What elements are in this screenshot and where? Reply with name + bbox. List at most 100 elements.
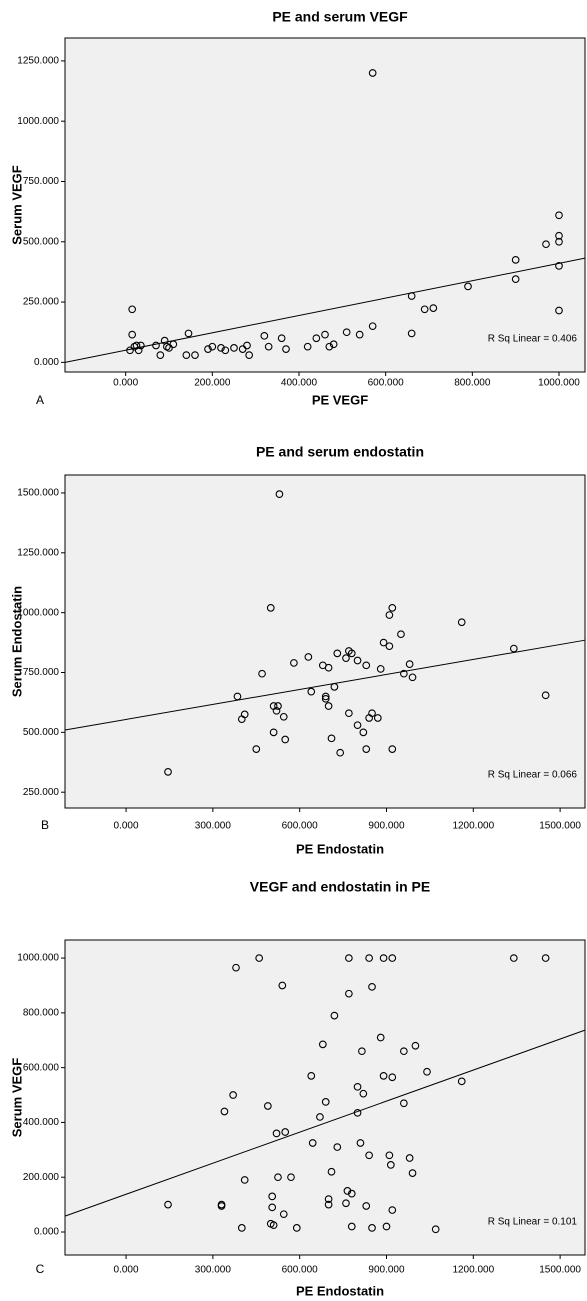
annotation: R Sq Linear = 0.066 xyxy=(488,770,578,781)
x-tick-label: 0.000 xyxy=(113,378,138,389)
point xyxy=(266,604,275,612)
point xyxy=(347,649,356,658)
x-tick-label: 0.000 xyxy=(114,1265,139,1276)
x-tick-label: 400.000 xyxy=(281,378,318,389)
point xyxy=(379,1072,388,1080)
point xyxy=(407,329,416,338)
point xyxy=(376,665,385,673)
point xyxy=(229,1091,237,1099)
point xyxy=(542,240,550,249)
panel-label: A xyxy=(36,393,44,407)
point xyxy=(169,340,178,349)
point xyxy=(217,344,225,352)
chart-title: PE and serum VEGF xyxy=(272,9,408,25)
point xyxy=(382,1222,391,1231)
point xyxy=(128,305,137,314)
point xyxy=(269,1221,278,1229)
point xyxy=(407,292,416,300)
point xyxy=(204,345,212,353)
point xyxy=(272,1129,281,1138)
point xyxy=(385,1151,394,1160)
y-axis-title: Serum VEGF xyxy=(9,1058,24,1138)
point xyxy=(264,342,273,351)
x-tick-label: 900.000 xyxy=(368,1265,405,1276)
point xyxy=(411,1041,420,1050)
point xyxy=(386,1161,395,1169)
point xyxy=(400,1047,408,1056)
point xyxy=(240,710,249,719)
point xyxy=(324,663,333,672)
point xyxy=(304,653,313,661)
point xyxy=(321,1098,330,1106)
point xyxy=(278,981,287,990)
point xyxy=(355,330,364,339)
y-tick-label: 1000.000 xyxy=(17,116,59,127)
point xyxy=(221,346,230,355)
point xyxy=(555,306,563,315)
point xyxy=(321,694,330,703)
point xyxy=(134,346,143,355)
point xyxy=(164,768,172,776)
x-tick-label: 1200.000 xyxy=(452,821,494,832)
chart-title: PE and serum endostatin xyxy=(256,444,424,460)
point xyxy=(359,728,368,737)
point xyxy=(345,989,353,998)
x-tick-label: 200.000 xyxy=(194,378,231,389)
point xyxy=(237,1224,246,1232)
plot-area xyxy=(64,37,586,373)
point xyxy=(164,1200,172,1209)
y-tick-label: 200.000 xyxy=(23,1172,60,1183)
point xyxy=(132,341,141,350)
chart-title: VEGF and endostatin in PE xyxy=(250,879,430,895)
point xyxy=(368,1224,376,1232)
point xyxy=(333,1143,342,1151)
point xyxy=(287,1173,295,1182)
point xyxy=(184,329,193,338)
point xyxy=(397,630,405,639)
point xyxy=(509,954,518,962)
point xyxy=(318,1040,327,1049)
plot-area xyxy=(64,939,586,1256)
y-tick-label: 0.000 xyxy=(34,357,59,368)
point xyxy=(281,735,290,744)
point xyxy=(379,638,388,647)
point xyxy=(541,691,550,700)
point xyxy=(258,669,266,678)
point xyxy=(420,305,429,314)
point xyxy=(342,328,351,337)
point xyxy=(347,1189,356,1198)
point xyxy=(373,714,382,722)
point xyxy=(316,1113,324,1121)
point xyxy=(268,1192,277,1201)
point xyxy=(342,1199,350,1208)
x-tick-label: 600.000 xyxy=(282,821,319,832)
point xyxy=(324,702,333,710)
y-tick-label: 1000.000 xyxy=(17,953,59,964)
point xyxy=(388,745,397,753)
point xyxy=(359,1089,368,1098)
annotation: R Sq Linear = 0.101 xyxy=(488,1217,578,1228)
x-tick-label: 900.000 xyxy=(368,821,405,832)
point xyxy=(324,1195,333,1203)
point xyxy=(509,644,518,653)
point xyxy=(263,1102,272,1110)
fit-line xyxy=(64,257,586,363)
y-tick-label: 750.000 xyxy=(23,176,60,187)
x-axis-title: PE VEGF xyxy=(312,392,368,407)
point xyxy=(365,1151,373,1160)
point xyxy=(400,1099,408,1108)
point xyxy=(217,1202,226,1210)
point xyxy=(282,345,290,353)
point xyxy=(376,1033,385,1042)
point xyxy=(324,1200,333,1209)
point xyxy=(279,712,288,721)
point xyxy=(368,322,377,331)
point xyxy=(136,341,145,350)
point xyxy=(233,692,242,701)
point xyxy=(431,1225,440,1234)
point xyxy=(345,954,353,962)
y-tick-label: 750.000 xyxy=(23,667,60,678)
point xyxy=(555,237,563,246)
point xyxy=(290,659,298,667)
